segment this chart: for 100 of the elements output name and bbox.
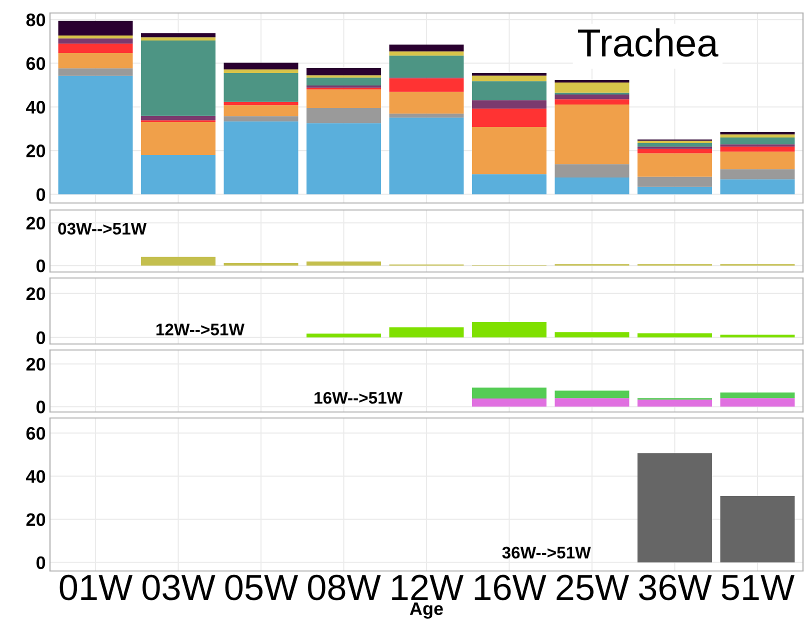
bar [638, 186, 712, 194]
y-tick-label: 40 [26, 100, 46, 114]
x-tick-label: 05W [225, 574, 298, 600]
bar [638, 148, 712, 154]
y-tick-label: 20 [26, 513, 46, 526]
bar [720, 392, 795, 398]
bar [472, 76, 546, 82]
y-tick-label: 20 [26, 144, 46, 158]
bar [472, 73, 546, 76]
bar [554, 332, 630, 338]
x-tick-label: 16W [474, 574, 546, 600]
bar [224, 69, 298, 74]
bar [141, 256, 216, 266]
bar [389, 118, 464, 194]
bar [224, 105, 298, 116]
bar [554, 94, 630, 100]
bar [389, 92, 464, 114]
y-tick-label: 20 [26, 287, 46, 300]
bar [720, 152, 795, 170]
bar [224, 102, 298, 106]
y-tick-label: 0 [36, 331, 46, 344]
y-tick-label: 0 [36, 556, 46, 570]
bar [389, 114, 464, 118]
bar [638, 400, 712, 407]
x-tick-label: 01W [60, 574, 133, 600]
bar [554, 398, 630, 407]
bar [638, 333, 712, 338]
bar [472, 398, 546, 407]
bar [720, 179, 795, 194]
bar [554, 104, 630, 164]
bar [141, 33, 216, 38]
bar [554, 177, 630, 194]
y-tick-label: 60 [26, 427, 46, 440]
y-tick-label: 0 [36, 188, 46, 201]
x-tick-label: 36W [638, 574, 712, 600]
x-tick-label: 03W [142, 574, 216, 600]
bar [554, 82, 630, 93]
x-tick-label: 08W [308, 574, 381, 600]
annotation: 16W-->51W [314, 392, 403, 404]
bar [472, 127, 546, 174]
bar [58, 68, 133, 76]
bar [389, 78, 464, 92]
x-axis-title: Age [410, 602, 443, 619]
bar [224, 116, 298, 122]
bar [58, 38, 133, 44]
annotation: 12W-->51W [156, 324, 244, 336]
bar [554, 164, 630, 178]
bar [141, 40, 216, 116]
x-tick-label: 51W [722, 575, 794, 600]
y-tick-label: 40 [26, 470, 46, 483]
bar [389, 44, 464, 52]
bar [389, 56, 464, 78]
bar [58, 76, 133, 194]
x-tick-label: 12W [392, 574, 464, 600]
bar [720, 134, 795, 138]
bar [720, 334, 795, 338]
bar [472, 322, 546, 338]
bar [58, 35, 133, 38]
bar [472, 100, 546, 109]
bar [141, 37, 216, 41]
y-tick-label: 20 [26, 358, 46, 371]
y-tick-label: 0 [36, 260, 46, 272]
bar [306, 68, 381, 76]
bar [472, 108, 546, 127]
bar [554, 99, 630, 105]
bar [720, 146, 795, 152]
bar [389, 51, 464, 56]
bar [306, 123, 381, 194]
annotation: Trachea [578, 28, 718, 57]
bar [141, 116, 216, 120]
x-tick-label: 25W [556, 574, 629, 600]
bar [472, 388, 546, 399]
annotation: 36W-->51W [502, 546, 591, 559]
bar [720, 169, 795, 180]
bar [306, 334, 381, 338]
bar [58, 20, 133, 36]
bar [554, 390, 630, 398]
y-tick-label: 0 [36, 400, 46, 414]
bar [638, 142, 712, 147]
bar [306, 78, 381, 86]
bar [638, 153, 712, 177]
bar [720, 137, 795, 144]
y-tick-label: 60 [26, 57, 46, 70]
bar [224, 62, 298, 70]
bar [58, 52, 133, 68]
bar [141, 122, 216, 155]
y-tick-label: 80 [26, 13, 46, 26]
bar [638, 176, 712, 187]
bar [224, 121, 298, 194]
bar [306, 75, 381, 78]
bar [720, 398, 795, 407]
annotation: 03W-->51W [58, 222, 147, 235]
bar [306, 108, 381, 124]
bar [141, 154, 216, 194]
bar [58, 44, 133, 53]
y-tick-label: 20 [26, 216, 46, 230]
bar [472, 174, 546, 194]
bar [306, 262, 381, 266]
bar [306, 89, 381, 108]
bar [224, 73, 298, 102]
